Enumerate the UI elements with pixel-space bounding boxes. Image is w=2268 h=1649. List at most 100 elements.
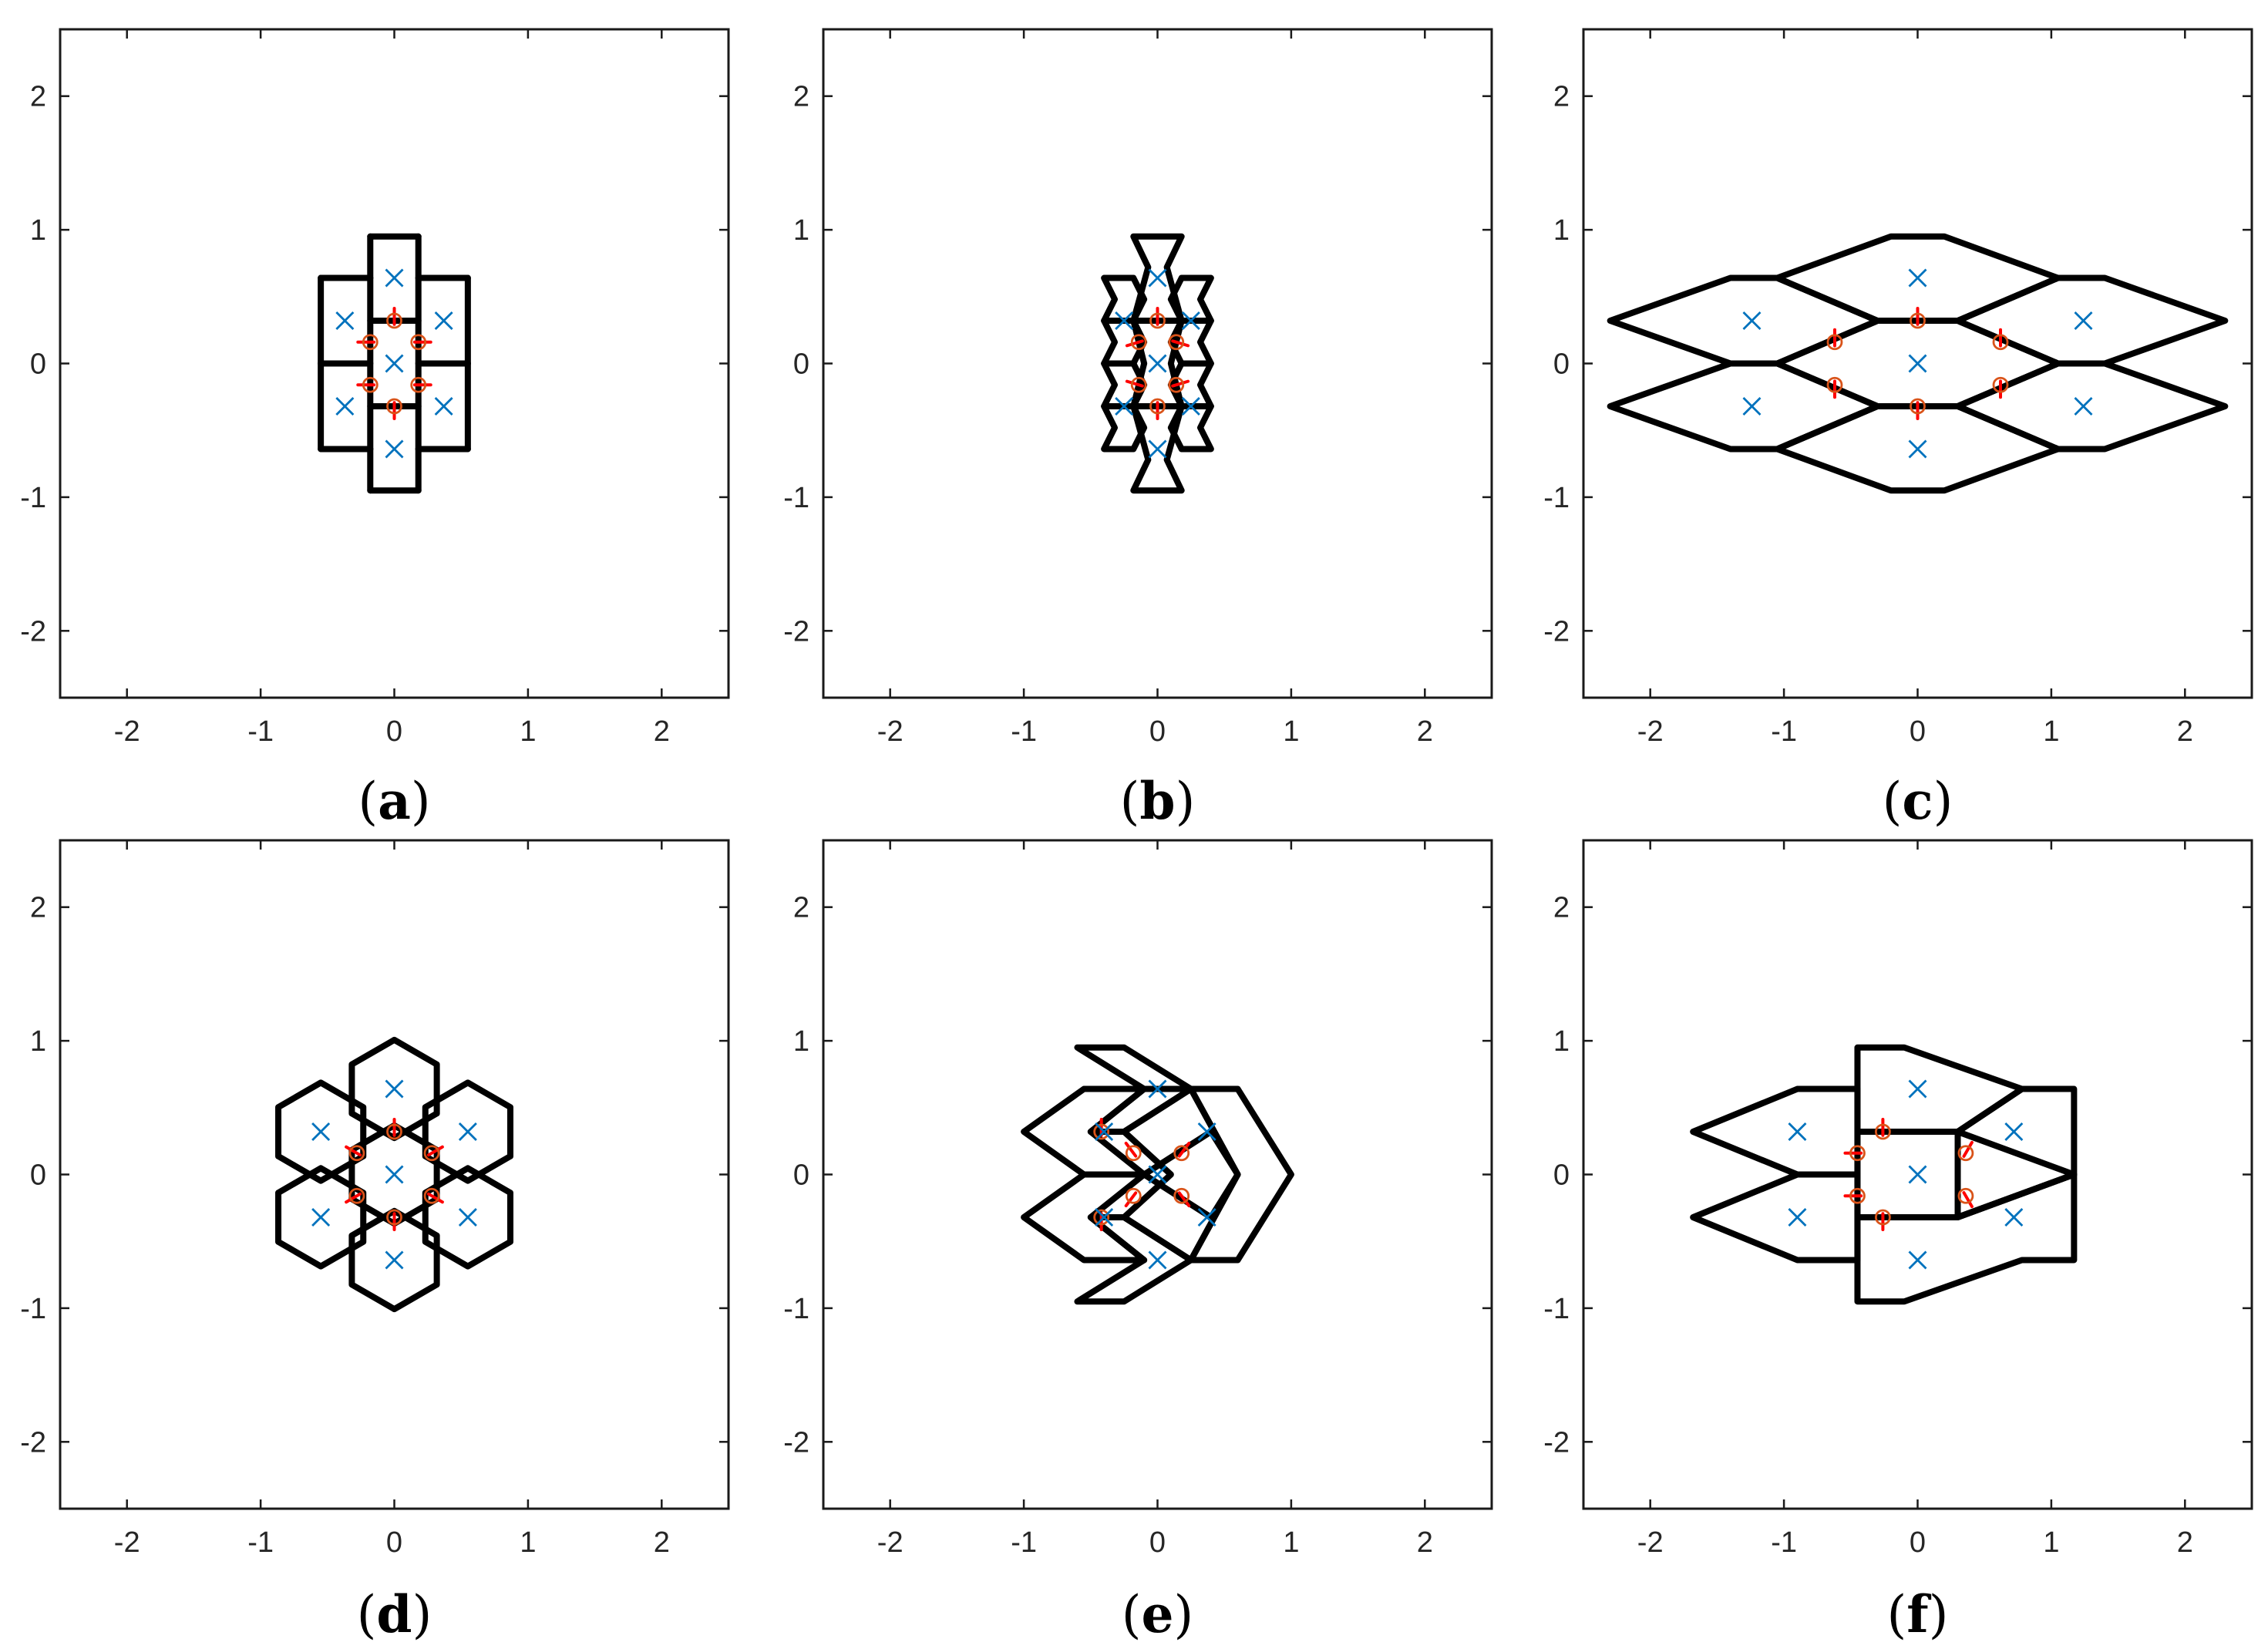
x-tick-label: 1 <box>2043 1526 2059 1559</box>
site-x-marker <box>2004 1207 2024 1227</box>
label-letter: e <box>1141 1584 1174 1644</box>
force-arrow <box>1962 1191 1974 1209</box>
vertex-circle-marker <box>1875 1209 1891 1226</box>
y-tick-label: 0 <box>1553 1159 1570 1192</box>
vertex-circle-marker <box>1957 1145 1974 1162</box>
site-x-marker <box>1148 439 1167 459</box>
vertex-circle-marker <box>1826 334 1843 351</box>
x-tick-label: 0 <box>1149 715 1166 748</box>
panel-f-label: (f) <box>1802 1584 2034 1644</box>
cell-polygon <box>1130 402 1185 494</box>
y-tick-label: 2 <box>30 892 46 924</box>
y-tick-label: 0 <box>793 348 809 381</box>
site-x-marker <box>385 268 404 288</box>
site-x-marker <box>385 1250 404 1270</box>
vertex-circle-marker <box>1173 1145 1190 1162</box>
vertex-circle-marker <box>1992 376 2009 393</box>
vertex-circle-marker <box>1125 1145 1142 1162</box>
x-tick-label: -1 <box>1771 715 1797 748</box>
label-close-paren: ) <box>410 772 431 831</box>
vertex-circle-marker <box>1149 398 1166 415</box>
panel-d-label: (d) <box>279 1584 510 1644</box>
x-tick-label: -1 <box>247 1526 274 1559</box>
label-open-paren: ( <box>358 772 379 831</box>
x-tick-label: 2 <box>1417 1526 1433 1559</box>
label-close-paren: ) <box>1173 1585 1194 1644</box>
site-x-marker <box>1148 1079 1167 1099</box>
site-x-marker <box>458 1207 477 1227</box>
vertex-circle-marker <box>348 1187 365 1204</box>
label-open-paren: ( <box>356 1585 377 1644</box>
y-tick-label: 1 <box>793 214 809 247</box>
vertex-circle-marker <box>1992 334 2009 351</box>
vertex-circle-marker <box>386 312 402 329</box>
force-arrow <box>345 1145 362 1157</box>
y-tick-label: -1 <box>783 482 809 514</box>
label-close-paren: ) <box>1928 1585 1949 1644</box>
x-tick-label: -2 <box>877 1526 903 1559</box>
y-tick-label: 2 <box>793 892 809 924</box>
x-tick-label: 0 <box>1149 1526 1166 1559</box>
x-tick-label: 1 <box>520 1526 536 1559</box>
vertex-circle-marker <box>348 1145 365 1162</box>
cell-polygon <box>1607 360 1881 453</box>
label-letter: c <box>1902 771 1933 831</box>
y-tick-label: 2 <box>1553 81 1570 113</box>
vertex-circle-marker <box>386 1123 402 1140</box>
cell-polygon <box>1854 1171 2078 1305</box>
x-tick-label: 0 <box>1910 715 1926 748</box>
site-x-marker <box>1095 1207 1114 1227</box>
x-tick-label: -1 <box>1011 715 1037 748</box>
vertex-circle-marker <box>1910 312 1926 329</box>
vertex-circle-marker <box>1130 376 1147 393</box>
y-tick-label: 2 <box>1553 892 1570 924</box>
label-letter: b <box>1139 771 1176 831</box>
y-tick-label: -1 <box>20 1293 46 1325</box>
site-x-marker <box>1908 439 1927 459</box>
vertex-circle-marker <box>1173 1187 1190 1204</box>
site-x-marker <box>335 311 355 331</box>
x-tick-label: 2 <box>1417 715 1433 748</box>
x-tick-label: -2 <box>1637 1526 1664 1559</box>
vertex-circle-marker <box>1849 1145 1866 1162</box>
force-arrow <box>1177 1191 1191 1208</box>
site-x-marker <box>1742 311 1762 331</box>
site-x-marker <box>2074 311 2093 331</box>
site-x-marker <box>385 1079 404 1099</box>
site-x-marker <box>1908 1079 1927 1099</box>
vertex-circle-marker <box>1093 1209 1110 1226</box>
site-x-marker <box>311 1207 331 1227</box>
vertex-circle-marker <box>1149 312 1166 329</box>
site-x-marker <box>434 311 453 331</box>
site-x-marker <box>1908 268 1927 288</box>
panel-d-plot: -2 -1 0 1 2 -2 -1 0 1 2 <box>20 839 730 1559</box>
site-x-marker <box>1115 396 1134 416</box>
force-arrow <box>1962 1140 1974 1158</box>
label-close-paren: ) <box>1175 772 1196 831</box>
force-arrow <box>1125 379 1144 388</box>
site-x-marker <box>458 1122 477 1142</box>
y-tick-label: -2 <box>1543 1426 1570 1459</box>
force-arrow <box>1177 1141 1191 1158</box>
force-arrow <box>1171 339 1190 348</box>
site-x-marker <box>1115 311 1134 331</box>
cell-polygon <box>1607 274 1881 367</box>
label-open-paren: ( <box>1882 772 1903 831</box>
y-tick-label: 1 <box>30 214 46 247</box>
vertex-circle-marker <box>423 1187 440 1204</box>
force-arrow <box>1124 1191 1138 1208</box>
site-x-marker <box>1148 354 1167 373</box>
vertex-circle-marker <box>1910 398 1926 415</box>
y-tick-label: 0 <box>30 1159 46 1192</box>
cell-polygon <box>1690 1171 1861 1264</box>
site-x-marker <box>1908 354 1927 373</box>
x-tick-label: -1 <box>1771 1526 1797 1559</box>
force-arrow <box>426 1145 444 1157</box>
vertex-circle-marker <box>410 334 427 351</box>
y-tick-label: -1 <box>1543 1293 1570 1325</box>
label-letter: f <box>1906 1584 1929 1644</box>
site-x-marker <box>1908 1165 1927 1184</box>
x-tick-label: 1 <box>1283 1526 1299 1559</box>
site-x-marker <box>385 439 404 459</box>
